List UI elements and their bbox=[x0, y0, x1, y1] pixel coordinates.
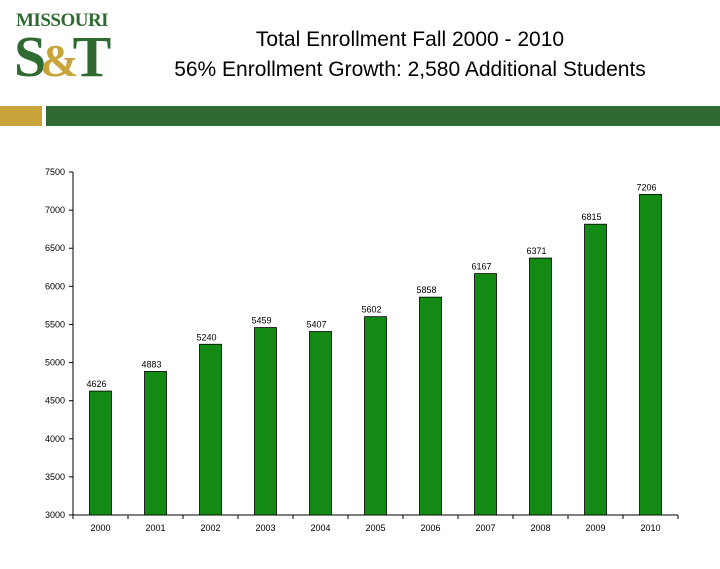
header-band-green bbox=[46, 106, 720, 126]
x-tick-label: 2007 bbox=[475, 523, 495, 533]
x-tick-label: 2009 bbox=[585, 523, 605, 533]
bar bbox=[584, 223, 607, 516]
y-tick-label: 3000 bbox=[45, 510, 65, 520]
y-tick-label: 7000 bbox=[45, 205, 65, 215]
bar-value-label: 6815 bbox=[581, 212, 601, 222]
logo-monogram-amp: & bbox=[40, 35, 78, 86]
y-tick-label: 4500 bbox=[45, 396, 65, 406]
header-band-gold bbox=[0, 106, 42, 126]
bar-value-label: 7206 bbox=[636, 182, 656, 192]
bar-value-label: 5459 bbox=[251, 316, 271, 326]
data-labels: 4626 4883 5240 5459 5407 5602 5858 6167 6371 6815… bbox=[86, 182, 656, 389]
bar bbox=[309, 331, 332, 516]
y-tick-label: 7500 bbox=[45, 167, 65, 177]
y-tick-label: 4000 bbox=[45, 434, 65, 444]
bar-value-label: 6167 bbox=[471, 262, 491, 272]
bar bbox=[89, 390, 112, 516]
bar-value-label: 5407 bbox=[306, 320, 326, 330]
y-tick-label: 5000 bbox=[45, 358, 65, 368]
x-tick-label: 2002 bbox=[200, 523, 220, 533]
bar bbox=[639, 194, 662, 516]
page-title: Total Enrollment Fall 2000 - 2010 bbox=[255, 28, 565, 51]
x-tick-label: 2000 bbox=[90, 523, 110, 533]
logo-monogram: S&T bbox=[14, 28, 111, 90]
bar-value-label: 5858 bbox=[416, 285, 436, 295]
bar bbox=[144, 371, 167, 516]
y-tick-label: 6000 bbox=[45, 281, 65, 291]
bar-value-label: 6371 bbox=[526, 246, 546, 256]
bar bbox=[254, 327, 277, 516]
bar bbox=[419, 296, 442, 516]
logo-wordmark: MISSOURI bbox=[16, 10, 109, 31]
bar bbox=[474, 273, 497, 516]
x-tick-label: 2008 bbox=[530, 523, 550, 533]
enrollment-bar-chart: 3000 3500 4000 4500 5000 5500 6000 6500 7000 7500… bbox=[45, 167, 679, 533]
page-subtitle: 56% Enrollment Growth: 2,580 Additional … bbox=[174, 58, 646, 81]
bars bbox=[89, 194, 662, 516]
x-tick-label: 2010 bbox=[640, 523, 660, 533]
x-tick-label: 2005 bbox=[365, 523, 385, 533]
bar bbox=[199, 343, 222, 516]
missouri-st-logo: MISSOURI S&T bbox=[14, 10, 114, 90]
logo-monogram-s: S bbox=[14, 24, 46, 89]
bar bbox=[364, 316, 387, 516]
x-axis: 2000 2001 2002 2003 2004 2005 2006 2007 2008 2009… bbox=[72, 514, 679, 533]
x-tick-label: 2001 bbox=[145, 523, 165, 533]
x-tick-label: 2004 bbox=[310, 523, 330, 533]
bar-value-label: 4626 bbox=[86, 379, 106, 389]
x-tick-label: 2003 bbox=[255, 523, 275, 533]
bar bbox=[529, 257, 552, 516]
y-tick-label: 3500 bbox=[45, 472, 65, 482]
x-tick-label: 2006 bbox=[420, 523, 440, 533]
bar-value-label: 4883 bbox=[141, 359, 161, 369]
y-axis: 3000 3500 4000 4500 5000 5500 6000 6500 7000 7500 bbox=[45, 167, 74, 520]
y-tick-label: 6500 bbox=[45, 243, 65, 253]
logo-monogram-t: T bbox=[72, 24, 112, 89]
y-tick-label: 5500 bbox=[45, 319, 65, 329]
bar-value-label: 5240 bbox=[196, 332, 216, 342]
bar-value-label: 5602 bbox=[361, 305, 381, 315]
